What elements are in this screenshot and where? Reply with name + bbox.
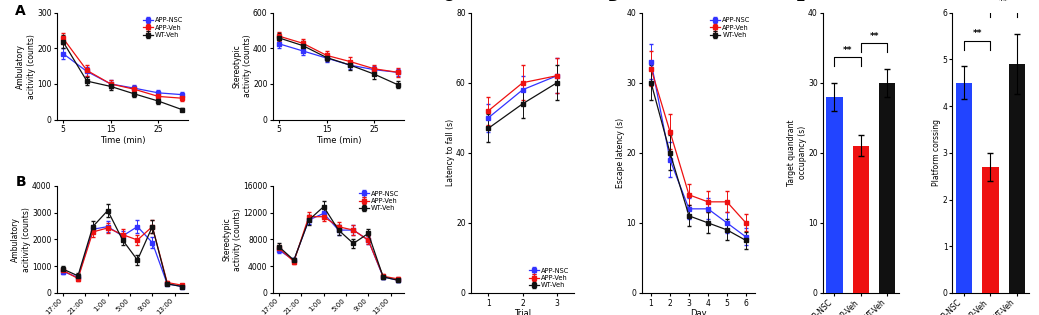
- Y-axis label: Latency to fall (s): Latency to fall (s): [446, 119, 455, 186]
- Legend: APP-NSC, APP-Veh, WT-Veh: APP-NSC, APP-Veh, WT-Veh: [528, 266, 570, 289]
- Legend: APP-NSC, APP-Veh, WT-Veh: APP-NSC, APP-Veh, WT-Veh: [709, 16, 752, 39]
- Bar: [826, 97, 843, 293]
- Bar: [879, 83, 896, 293]
- Text: **: **: [870, 32, 879, 41]
- Text: A: A: [16, 4, 26, 18]
- Text: B: B: [16, 175, 26, 189]
- Bar: [982, 167, 998, 293]
- Y-axis label: Platform corssing: Platform corssing: [932, 119, 941, 186]
- Text: E: E: [796, 0, 805, 4]
- Legend: APP-NSC, APP-Veh, WT-Veh: APP-NSC, APP-Veh, WT-Veh: [357, 189, 401, 213]
- Y-axis label: Stereotypic
activity (counts): Stereotypic activity (counts): [222, 208, 242, 271]
- X-axis label: Time (min): Time (min): [100, 135, 145, 145]
- Bar: [956, 83, 973, 293]
- X-axis label: Day: Day: [690, 309, 707, 315]
- Text: **: **: [843, 46, 852, 55]
- Bar: [853, 146, 869, 293]
- Text: C: C: [443, 0, 453, 4]
- Y-axis label: Target quandrant
occupancy (s): Target quandrant occupancy (s): [788, 119, 806, 186]
- X-axis label: Trial: Trial: [514, 309, 531, 315]
- Y-axis label: Escape latency (s): Escape latency (s): [616, 118, 624, 188]
- Y-axis label: Ambulatory
acitivity (counts): Ambulatory acitivity (counts): [11, 207, 31, 272]
- Text: D: D: [608, 0, 619, 4]
- Y-axis label: Ambulatory
acitivity (counts): Ambulatory acitivity (counts): [17, 34, 35, 99]
- Legend: APP-NSC, APP-Veh, WT-Veh: APP-NSC, APP-Veh, WT-Veh: [141, 16, 185, 39]
- Text: **: **: [998, 0, 1009, 6]
- Y-axis label: Stereotypic
activity (counts): Stereotypic activity (counts): [232, 35, 251, 97]
- X-axis label: Time (min): Time (min): [316, 135, 362, 145]
- Bar: [1009, 64, 1025, 293]
- Text: **: **: [973, 29, 982, 38]
